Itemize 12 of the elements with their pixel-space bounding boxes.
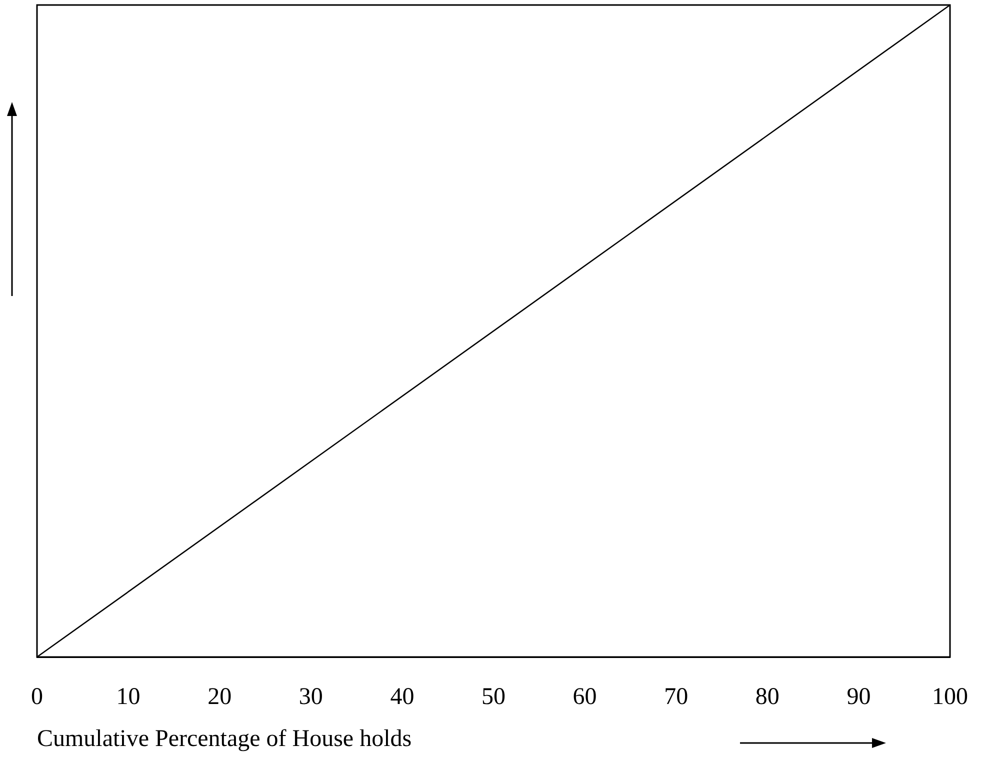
x-tick-label: 0 <box>31 684 43 710</box>
x-tick-label: 10 <box>116 684 140 710</box>
x-tick-label: 30 <box>298 684 323 710</box>
x-tick-label: 50 <box>482 684 506 710</box>
x-tick-label: 100 <box>932 684 968 710</box>
x-tick-label: 20 <box>208 684 232 710</box>
x-tick-label: 90 <box>846 684 871 710</box>
x-tick-label: 60 <box>572 684 597 710</box>
x-tick-label: 40 <box>390 684 414 710</box>
x-axis-title: Cumulative Percentage of House holds <box>37 726 412 752</box>
x-tick-label: 70 <box>664 684 688 710</box>
x-tick-label: 80 <box>755 684 780 710</box>
